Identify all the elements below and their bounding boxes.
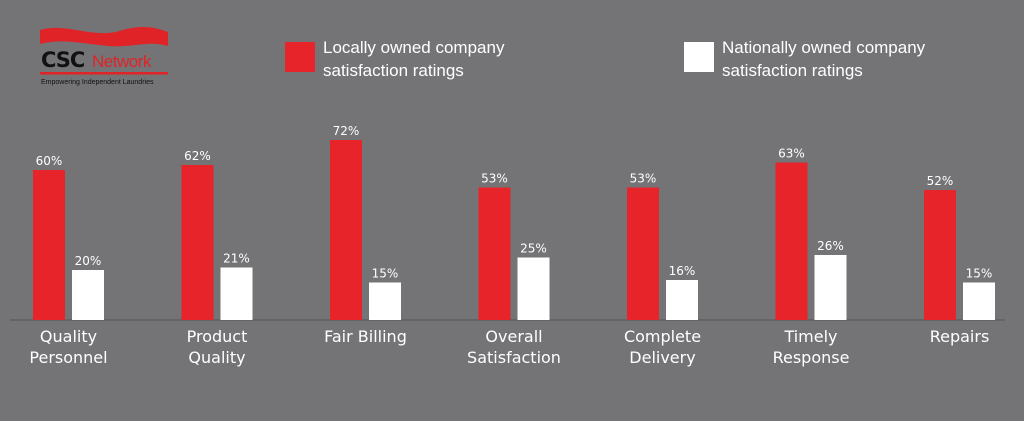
category-label-4-line-1: Delivery	[629, 348, 696, 367]
csc-network-logo: CSC Network Empowering Independent Laund…	[38, 24, 178, 92]
bar-local-0	[33, 170, 65, 320]
data-label-national-0: 20%	[75, 254, 102, 268]
bar-national-3	[517, 257, 550, 320]
data-label-national-1: 21%	[223, 252, 250, 266]
data-label-national-6: 15%	[966, 267, 993, 281]
category-label-2: Fair Billing	[301, 326, 431, 347]
category-label-5: Timely Response	[746, 326, 876, 368]
data-label-local-2: 72%	[333, 124, 360, 138]
category-label-1-line-1: Quality	[188, 348, 246, 367]
bar-national-4	[666, 280, 698, 320]
bar-national-5	[814, 255, 847, 320]
legend-local-line-2: satisfaction ratings	[323, 61, 464, 80]
logo-network-text: Network	[92, 52, 151, 71]
category-label-2-line-0: Fair Billing	[324, 327, 407, 346]
logo-tagline-text: Empowering Independent Laundries	[41, 79, 154, 86]
legend-label-national: Nationally owned company satisfaction ra…	[722, 36, 1022, 82]
bar-local-1	[181, 165, 214, 320]
bar-national-6	[963, 282, 995, 320]
category-label-6: Repairs	[895, 326, 1024, 347]
category-label-3: Overall Satisfaction	[449, 326, 579, 368]
data-label-local-5: 63%	[778, 147, 805, 161]
category-label-5-line-1: Response	[772, 348, 850, 367]
category-label-3-line-1: Satisfaction	[467, 348, 561, 367]
category-label-6-line-0: Repairs	[929, 327, 990, 346]
legend-national-line-1: Nationally owned company	[722, 38, 926, 57]
category-label-0: Quality Personnel	[4, 326, 134, 368]
bar-local-5	[775, 162, 808, 320]
data-label-national-3: 25%	[520, 242, 547, 256]
category-label-4: Complete Delivery	[598, 326, 728, 368]
data-label-national-4: 16%	[669, 264, 696, 278]
logo-brand-text: CSC	[41, 48, 85, 72]
bar-national-2	[369, 282, 401, 320]
legend-swatch-local	[285, 42, 315, 72]
category-label-5-line-0: Timely	[784, 327, 838, 346]
category-label-0-line-1: Personnel	[29, 348, 108, 367]
legend-label-local: Locally owned company satisfaction ratin…	[323, 36, 623, 82]
legend-national-line-2: satisfaction ratings	[722, 61, 863, 80]
logo-banner-icon	[40, 26, 168, 75]
bar-local-2	[330, 140, 362, 320]
bar-local-4	[627, 187, 659, 320]
data-label-national-5: 26%	[817, 239, 844, 253]
legend-swatch-national	[684, 42, 714, 72]
bar-national-1	[220, 267, 253, 320]
category-label-3-line-0: Overall	[485, 327, 543, 346]
legend-local-line-1: Locally owned company	[323, 38, 505, 57]
data-label-national-2: 15%	[372, 267, 399, 281]
category-label-1: Product Quality	[152, 326, 282, 368]
data-label-local-1: 62%	[184, 149, 211, 163]
data-label-local-3: 53%	[481, 172, 508, 186]
data-label-local-4: 53%	[630, 172, 657, 186]
category-label-4-line-0: Complete	[623, 327, 702, 346]
bar-local-3	[478, 187, 511, 320]
bar-local-6	[924, 190, 956, 320]
category-label-0-line-0: Quality	[39, 327, 98, 346]
bar-national-0	[72, 270, 104, 320]
data-label-local-6: 52%	[927, 174, 954, 188]
data-label-local-0: 60%	[36, 154, 63, 168]
category-label-1-line-0: Product	[186, 327, 248, 346]
